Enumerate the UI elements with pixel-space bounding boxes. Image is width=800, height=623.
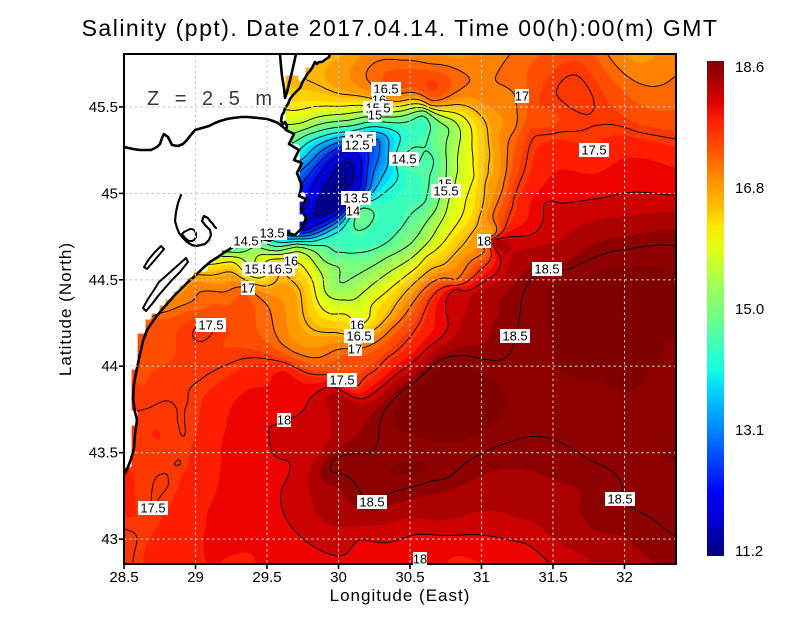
svg-text:18.6: 18.6 [735,59,764,76]
svg-text:17: 17 [515,89,529,104]
svg-text:13.5: 13.5 [343,191,368,206]
svg-text:15.5: 15.5 [244,262,269,277]
svg-text:32: 32 [616,569,633,586]
svg-text:15.0: 15.0 [735,301,764,318]
svg-text:16.5: 16.5 [373,82,398,97]
svg-text:Z = 2.5 m: Z = 2.5 m [147,88,277,110]
svg-text:18.5: 18.5 [607,492,632,507]
svg-text:18: 18 [477,234,491,249]
svg-text:31.5: 31.5 [538,569,567,586]
svg-text:12.5: 12.5 [344,138,369,153]
svg-text:17.5: 17.5 [140,501,165,516]
svg-text:16.8: 16.8 [735,180,764,197]
svg-text:45.5: 45.5 [89,99,118,116]
svg-text:44: 44 [101,358,118,375]
svg-text:18.5: 18.5 [534,262,559,277]
svg-text:17.5: 17.5 [198,318,223,333]
svg-text:11.2: 11.2 [735,543,763,560]
svg-text:Latitude (North): Latitude (North) [56,242,75,376]
svg-text:14: 14 [346,204,360,219]
svg-text:18.5: 18.5 [502,329,527,344]
svg-text:45: 45 [101,185,118,202]
svg-text:14.5: 14.5 [233,234,258,249]
svg-text:17: 17 [241,281,255,296]
svg-text:43.5: 43.5 [89,445,118,462]
svg-text:31: 31 [473,569,490,586]
svg-text:43: 43 [101,531,118,548]
svg-text:29.5: 29.5 [252,569,281,586]
svg-text:Longitude (East): Longitude (East) [330,586,471,605]
svg-text:28.5: 28.5 [109,569,138,586]
svg-text:17.5: 17.5 [581,143,606,158]
svg-text:14.5: 14.5 [391,152,416,167]
svg-text:30.5: 30.5 [395,569,424,586]
svg-text:13.1: 13.1 [735,422,764,439]
svg-text:18: 18 [277,413,291,428]
svg-text:13.5: 13.5 [259,226,284,241]
svg-text:15.5: 15.5 [433,184,458,199]
svg-text:29: 29 [187,569,204,586]
svg-text:30: 30 [330,569,347,586]
svg-text:16.5: 16.5 [346,329,371,344]
svg-text:Salinity (ppt). Date 2017.04.1: Salinity (ppt). Date 2017.04.14. Time 00… [82,15,719,41]
svg-text:18: 18 [413,552,427,567]
svg-text:18.5: 18.5 [359,495,384,510]
svg-text:15: 15 [368,108,382,123]
svg-text:16: 16 [350,318,364,333]
svg-text:17.5: 17.5 [329,373,354,388]
svg-text:17: 17 [348,342,362,357]
svg-text:44.5: 44.5 [89,272,118,289]
svg-text:16: 16 [284,254,298,269]
